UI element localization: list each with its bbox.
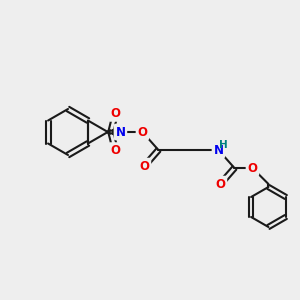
Text: O: O	[215, 178, 225, 190]
Text: O: O	[137, 125, 147, 139]
Text: N: N	[213, 143, 224, 157]
Text: O: O	[140, 160, 149, 172]
Text: O: O	[110, 144, 120, 157]
Text: O: O	[110, 107, 120, 120]
Text: O: O	[248, 161, 257, 175]
Text: H: H	[219, 140, 228, 150]
Text: N: N	[116, 125, 125, 139]
